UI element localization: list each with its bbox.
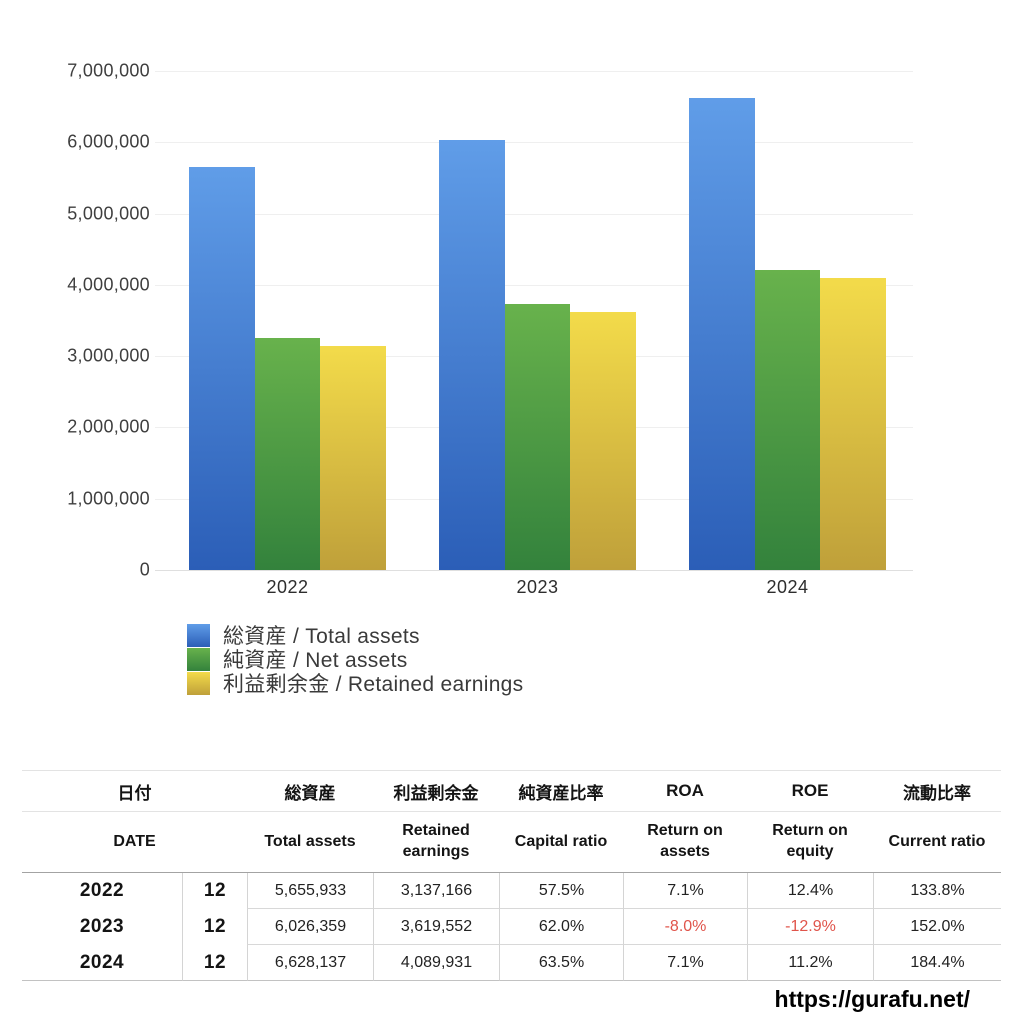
- legend-label: 純資産 / Net assets: [223, 649, 408, 672]
- header-jp-roe: ROE: [747, 770, 873, 812]
- header-jp-roa: ROA: [623, 770, 747, 812]
- header-en-roa: Return on assets: [623, 812, 747, 873]
- header-en-total_assets: Total assets: [247, 812, 373, 873]
- table-cell-total_assets: 5,655,933: [247, 873, 373, 909]
- gridline: [155, 142, 913, 144]
- legend-item: 利益剰余金 / Retained earnings: [187, 671, 524, 696]
- table-cell-current_ratio: 184.4%: [873, 945, 1001, 981]
- y-axis-tick-label: 7,000,000: [67, 60, 150, 81]
- table-cell-year: 2023: [79, 916, 125, 937]
- legend-item: 純資産 / Net assets: [187, 647, 523, 672]
- table-cell-month: 12: [182, 909, 247, 945]
- site-url: https://gurafu.net/: [774, 986, 970, 1012]
- table-cell-current_ratio: 133.8%: [873, 873, 1001, 909]
- bar-series3-2024: [820, 278, 886, 570]
- header-jp-retained_earnings: 利益剰余金: [373, 770, 499, 812]
- table-cell-month: 12: [182, 945, 247, 981]
- table-cell-month: 12: [182, 873, 247, 909]
- bar-series1-2024: [689, 97, 755, 570]
- bar-series3-2023: [570, 311, 636, 570]
- chart-legend: 総資産 / Total assets 純資産 / Net assets 利益剰余金 …: [187, 623, 524, 696]
- x-axis-label: 2023: [516, 577, 559, 597]
- table-cell-total_assets: 6,026,359: [247, 909, 373, 945]
- table-cell-retained_earnings: 3,619,552: [373, 909, 499, 945]
- x-axis-label: 2022: [266, 577, 309, 597]
- gridline: [155, 213, 913, 215]
- y-axis-tick-label: 0: [139, 559, 150, 580]
- bar-series1-2023: [439, 140, 505, 570]
- header-en-date: DATE: [22, 812, 247, 873]
- table-cell-roa: -8.0%: [623, 909, 747, 945]
- legend-label: 利益剰余金 / Retained earnings: [223, 673, 524, 696]
- table-cell-roa: 7.1%: [623, 873, 747, 909]
- legend-swatch: [187, 671, 210, 695]
- table-cell-current_ratio: 152.0%: [873, 909, 1001, 945]
- bar-series3-2022: [320, 346, 386, 570]
- legend-swatch: [187, 623, 210, 647]
- table-cell-retained_earnings: 4,089,931: [373, 945, 499, 981]
- gridline: [155, 570, 913, 571]
- table-cell-capital_ratio: 63.5%: [499, 945, 623, 981]
- y-axis-tick-label: 2,000,000: [67, 416, 150, 437]
- gridline: [155, 284, 913, 286]
- legend-label: 総資産 / Total assets: [223, 625, 420, 648]
- bar-series2-2024: [754, 269, 821, 570]
- bar-series2-2022: [254, 338, 321, 570]
- financial-table: 日付 総資産 利益剰余金 純資産比率 ROA ROE 流動比率 DATE Total asset…: [22, 770, 1001, 981]
- table-cell-roa: 7.1%: [623, 945, 747, 981]
- table-cell-year: 2024: [22, 945, 182, 981]
- y-axis-tick-label: 6,000,000: [67, 131, 150, 152]
- x-axis-label: 2024: [766, 577, 809, 597]
- header-jp-capital_ratio: 純資産比率: [499, 770, 623, 812]
- header-jp-total_assets: 総資産: [247, 770, 373, 812]
- header-jp-current_ratio: 流動比率: [873, 770, 1001, 812]
- header-en-capital_ratio: Capital ratio: [499, 812, 623, 873]
- table-cell-year: 2022: [79, 880, 125, 901]
- table-cell-capital_ratio: 57.5%: [499, 873, 623, 909]
- header-en-roe: Return on equity: [747, 812, 873, 873]
- gridline: [155, 71, 913, 72]
- header-en-current_ratio: Current ratio: [873, 812, 1001, 873]
- y-axis-tick-label: 1,000,000: [67, 488, 150, 509]
- header-en-retained_earnings: Retained earnings: [373, 812, 499, 873]
- table-cell-roe: 12.4%: [747, 873, 873, 909]
- legend-swatch: [187, 647, 210, 671]
- y-axis-tick-label: 3,000,000: [67, 345, 150, 366]
- table-cell-capital_ratio: 62.0%: [499, 909, 623, 945]
- table-cell-retained_earnings: 3,137,166: [373, 873, 499, 909]
- table-cell-total_assets: 6,628,137: [247, 945, 373, 981]
- header-jp-date: 日付: [22, 770, 247, 812]
- bar-series1-2022: [189, 166, 255, 570]
- table-cell-roe: -12.9%: [747, 909, 873, 945]
- y-axis-tick-label: 5,000,000: [67, 203, 150, 224]
- table-cell-roe: 11.2%: [747, 945, 873, 981]
- legend-item: 総資産 / Total assets: [187, 623, 523, 648]
- bar-series2-2023: [504, 303, 571, 570]
- y-axis-tick-label: 4,000,000: [67, 274, 150, 295]
